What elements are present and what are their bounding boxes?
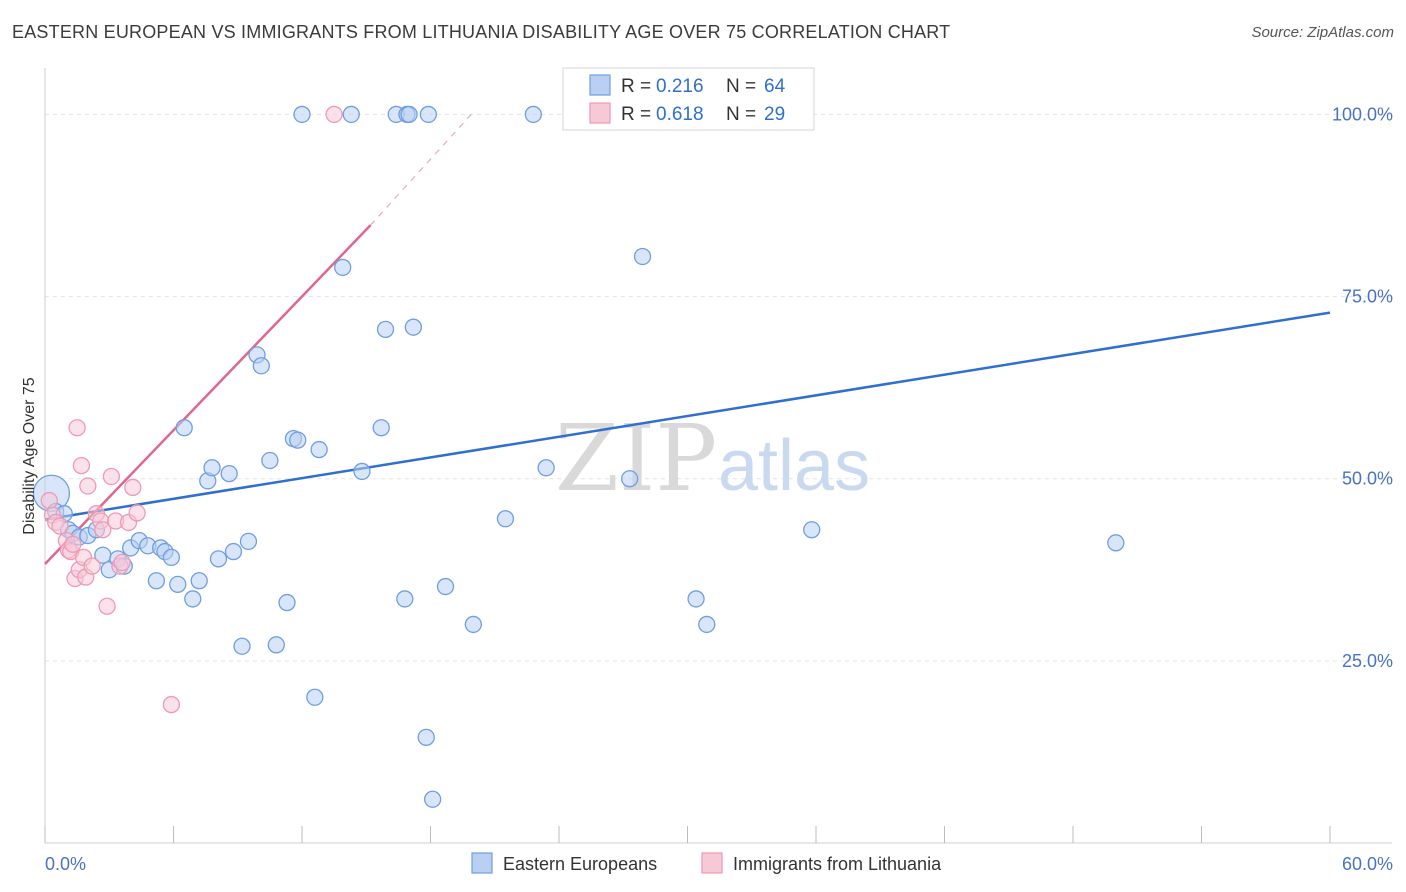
bottom-legend-swatch-lithuania [701,852,723,874]
point-series0-43 [372,419,390,437]
grid-lines [45,113,1392,662]
point-series0-39 [310,440,328,459]
legend-swatch-eastern-europeans [589,74,611,96]
point-series0-60 [687,590,705,608]
point-series1-0 [40,491,58,510]
chart-source: Source: ZipAtlas.com [1251,24,1394,41]
watermark-atlas: atlas [718,426,870,506]
point-series0-44 [376,320,395,339]
data-points [32,105,1125,808]
y-tick-label-1: 50.0% [1342,469,1393,489]
x-tick-label-max: 60.0% [1342,854,1393,874]
point-series1-3 [51,517,69,535]
point-series0-56 [524,105,542,124]
point-series0-62 [803,521,821,539]
legend-r-label-1: R = [621,104,651,125]
point-series1-26 [128,504,146,522]
y-tick-label-3: 100.0% [1332,104,1393,124]
point-series0-40 [334,258,352,277]
watermark: ZIP atlas [555,405,870,512]
point-series0-20 [175,419,193,437]
point-series0-22 [190,572,208,590]
x-tick-label-min: 0.0% [45,854,86,874]
bottom-legend-label-lithuania: Immigrants from Lithuania [733,854,942,874]
point-series0-61 [698,615,716,634]
point-series0-25 [209,550,228,568]
point-series1-7 [64,535,82,553]
point-series0-33 [267,636,285,654]
point-series1-28 [325,105,343,124]
top-legend: R = 0.216 N = 64 R = 0.618 N = 29 [562,67,815,131]
x-tick-labels: 0.0% 60.0% [45,854,1393,874]
point-series1-18 [94,521,112,539]
point-series0-63 [1107,534,1125,552]
point-series0-49 [404,318,423,336]
point-series0-42 [353,462,371,481]
y-tick-label-2: 75.0% [1342,287,1393,307]
point-series1-11 [72,456,91,475]
watermark-zip: ZIP [555,405,717,512]
point-series0-52 [423,790,442,808]
y-axis-title: Disability Age Over 75 [21,377,38,535]
point-series0-59 [633,247,652,266]
y-tick-labels: 25.0% 50.0% 75.0% 100.0% [1332,104,1393,670]
point-series0-50 [417,728,435,747]
point-series0-29 [239,532,258,551]
point-series1-19 [98,597,116,615]
point-series0-26 [220,464,238,483]
point-series0-36 [289,431,307,449]
point-series0-15 [147,572,166,590]
bottom-legend: Eastern Europeans Immigrants from Lithua… [471,852,942,874]
legend-n-value-0: 64 [764,76,786,97]
point-series0-48 [400,105,418,124]
legend-r-value-1: 0.618 [656,104,704,125]
point-series0-24 [203,459,221,477]
bottom-legend-label-eastern-europeans: Eastern Europeans [503,854,657,874]
point-series0-18 [162,548,181,567]
bottom-legend-swatch-eastern-europeans [471,852,493,874]
point-series0-38 [306,688,324,706]
legend-n-value-1: 29 [764,104,785,125]
point-series0-51 [419,105,438,124]
point-series1-20 [102,467,121,486]
point-series0-28 [233,637,251,655]
point-series0-53 [436,577,455,596]
point-series0-54 [464,615,482,634]
point-series0-46 [396,590,414,608]
legend-swatch-lithuania [589,102,611,124]
chart-title: EASTERN EUROPEAN VS IMMIGRANTS FROM LITH… [12,22,951,42]
point-series0-34 [278,593,296,612]
point-series0-37 [293,105,311,124]
point-series0-41 [342,105,360,124]
y-tick-label-0: 25.0% [1342,651,1393,671]
trend-line-extension-series1 [370,114,472,226]
point-series1-25 [124,478,142,497]
point-series0-58 [621,470,639,488]
legend-r-value-0: 0.216 [656,76,704,97]
point-series0-32 [261,451,279,470]
point-series0-27 [224,542,243,561]
point-series0-57 [537,459,555,477]
point-series0-19 [169,575,187,594]
point-series1-27 [162,695,181,714]
point-series1-14 [79,477,97,495]
legend-n-label-1: N = [726,104,756,125]
point-series0-21 [184,590,202,608]
point-series1-23 [113,553,131,572]
point-series0-55 [496,510,515,528]
point-series0-31 [252,357,270,375]
axes [44,68,1392,844]
point-series1-9 [68,419,86,437]
trend-line-series0 [44,311,1331,521]
point-series1-15 [83,557,101,575]
legend-n-label-0: N = [726,76,756,97]
legend-r-label-0: R = [621,76,651,97]
